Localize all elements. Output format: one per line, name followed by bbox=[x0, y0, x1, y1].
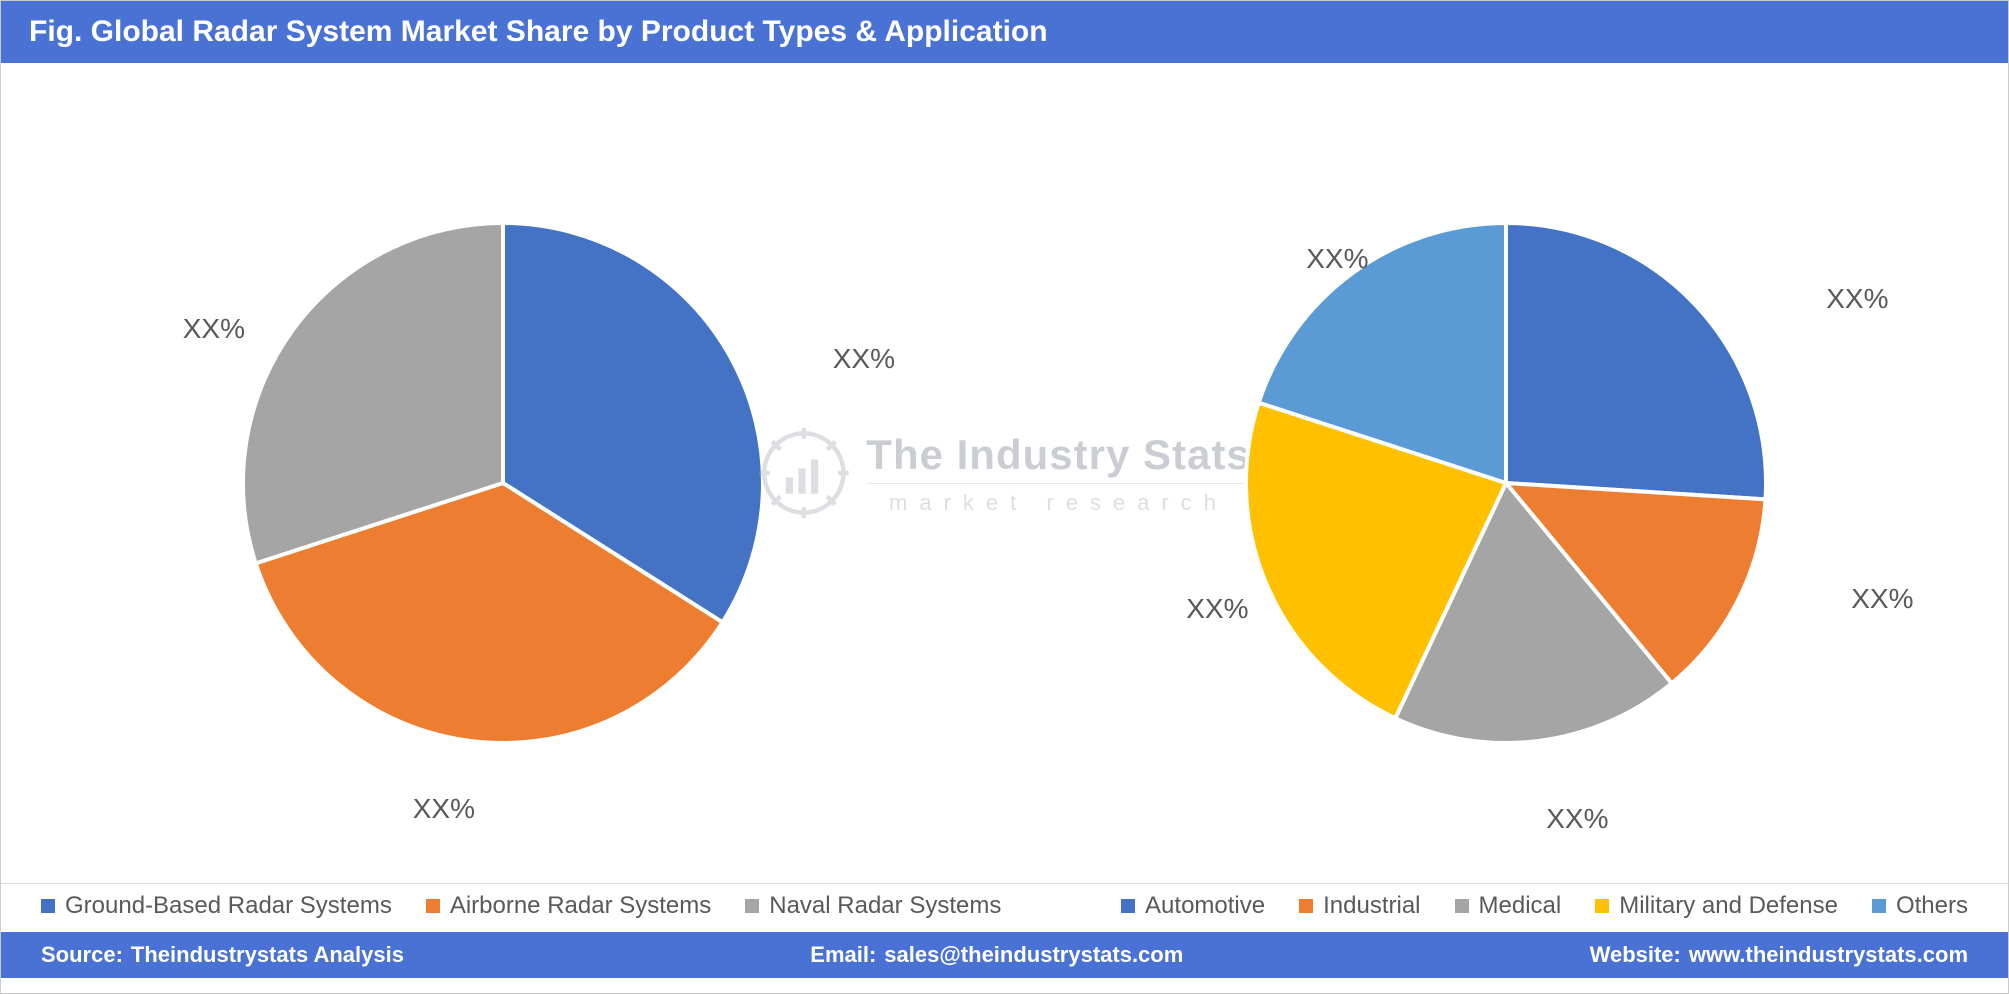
pie-slice-label: XX% bbox=[1851, 583, 1913, 615]
pie-svg bbox=[1066, 123, 1946, 843]
footer-source: Source: Theindustrystats Analysis bbox=[41, 942, 404, 968]
legend-swatch bbox=[426, 899, 440, 913]
pie-svg bbox=[63, 123, 943, 843]
footer-website: Website: www.theindustrystats.com bbox=[1590, 942, 1968, 968]
legend-swatch bbox=[1455, 899, 1469, 913]
legend-label: Ground-Based Radar Systems bbox=[65, 892, 392, 920]
footer-email-value: sales@theindustrystats.com bbox=[884, 942, 1183, 968]
legend-item: Airborne Radar Systems bbox=[426, 892, 711, 920]
pie-chart-product-types: XX% XX% XX% bbox=[63, 123, 943, 823]
legend-swatch bbox=[745, 899, 759, 913]
pie-slice-label: XX% bbox=[1306, 243, 1368, 275]
legend-item: Others bbox=[1872, 892, 1968, 920]
footer-source-value: Theindustrystats Analysis bbox=[131, 942, 404, 968]
legend-item: Automotive bbox=[1121, 892, 1265, 920]
pie-slice-label: XX% bbox=[1186, 593, 1248, 625]
legend-swatch bbox=[41, 899, 55, 913]
legend-item: Naval Radar Systems bbox=[745, 892, 1001, 920]
legend-product-types: Ground-Based Radar Systems Airborne Radar… bbox=[41, 892, 1001, 920]
footer-website-value: www.theindustrystats.com bbox=[1689, 942, 1968, 968]
legend-item: Ground-Based Radar Systems bbox=[41, 892, 392, 920]
pie-slice-label: XX% bbox=[1546, 803, 1608, 835]
legend-item: Medical bbox=[1455, 892, 1562, 920]
legend-label: Automotive bbox=[1145, 892, 1265, 920]
legend-label: Industrial bbox=[1323, 892, 1420, 920]
legend-label: Military and Defense bbox=[1619, 892, 1838, 920]
legend-item: Industrial bbox=[1299, 892, 1420, 920]
pie-slice bbox=[1506, 223, 1766, 499]
legend-label: Airborne Radar Systems bbox=[450, 892, 711, 920]
pie-chart-application: XX%XX%XX%XX%XX% bbox=[1066, 123, 1946, 823]
legend-item: Military and Defense bbox=[1595, 892, 1838, 920]
footer-email-label: Email: bbox=[810, 942, 876, 968]
legend-swatch bbox=[1872, 899, 1886, 913]
footer-source-label: Source: bbox=[41, 942, 123, 968]
pie-slice-label: XX% bbox=[833, 343, 895, 375]
footer-website-label: Website: bbox=[1590, 942, 1681, 968]
legend-label: Medical bbox=[1479, 892, 1562, 920]
figure-title: Fig. Global Radar System Market Share by… bbox=[29, 15, 1048, 48]
legend-swatch bbox=[1299, 899, 1313, 913]
footer-email: Email: sales@theindustrystats.com bbox=[810, 942, 1183, 968]
legend-application: Automotive Industrial Medical Military and … bbox=[1121, 892, 1968, 920]
pie-slice-label: XX% bbox=[413, 793, 475, 825]
legend-swatch bbox=[1121, 899, 1135, 913]
pie-slice-label: XX% bbox=[1826, 283, 1888, 315]
legend-label: Others bbox=[1896, 892, 1968, 920]
pie-slice-label: XX% bbox=[183, 313, 245, 345]
legend-label: Naval Radar Systems bbox=[769, 892, 1001, 920]
legend-row: Ground-Based Radar Systems Airborne Radar… bbox=[1, 883, 2008, 932]
legend-swatch bbox=[1595, 899, 1609, 913]
charts-container: XX%XX%XX% The Industry Stats market rese… bbox=[1, 63, 2008, 883]
footer-bar: Source: Theindustrystats Analysis Email:… bbox=[1, 932, 2008, 978]
figure-title-bar: Fig. Global Radar System Market Share by… bbox=[1, 1, 2008, 63]
